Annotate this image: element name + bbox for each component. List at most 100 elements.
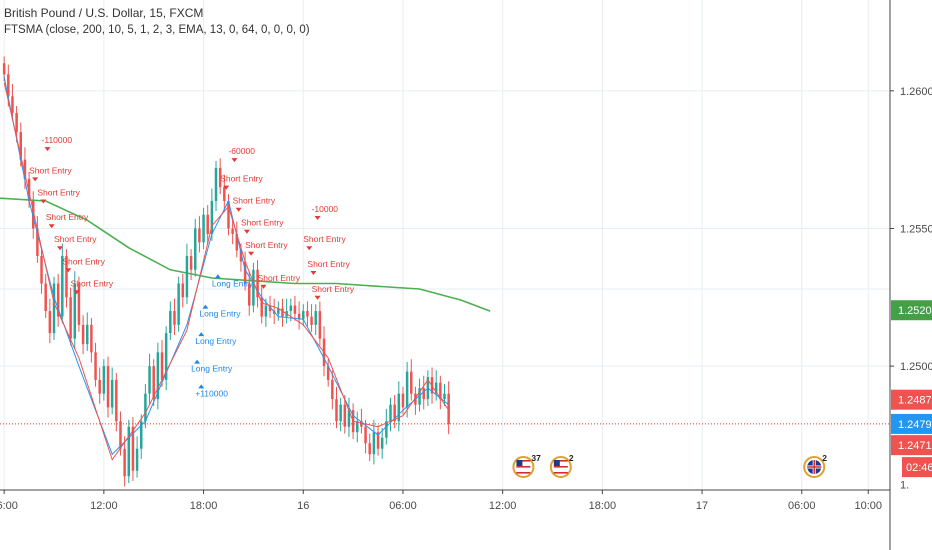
candle: [277, 301, 280, 321]
us-flag-icon[interactable]: 2: [549, 453, 574, 478]
sell-arrow-icon: [48, 224, 55, 229]
time-tick-label: 17: [696, 500, 708, 512]
price-tick-label: 1.26000: [900, 86, 932, 98]
candle: [110, 367, 114, 415]
sell-trade-label: Short Entry: [258, 273, 301, 283]
candle: [223, 174, 226, 212]
candle-body: [73, 283, 77, 339]
candle: [102, 359, 106, 401]
candle-body: [326, 366, 330, 380]
candle: [335, 386, 338, 429]
candle: [173, 298, 176, 336]
uk-flag-icon[interactable]: 2: [803, 453, 827, 478]
candle-body: [218, 167, 222, 188]
candle-body: [148, 366, 151, 394]
candle-body: [44, 283, 47, 312]
candle: [85, 312, 89, 351]
candle-body: [189, 256, 193, 270]
buy-arrow-icon: [194, 359, 201, 364]
candle-body: [152, 366, 155, 400]
candle: [164, 326, 168, 391]
candle-body: [293, 305, 297, 314]
candle-body: [231, 228, 234, 234]
candle: [414, 386, 417, 415]
buy-arrow-icon: [198, 332, 205, 337]
flag-stripe: [516, 472, 531, 474]
us-flag-icon[interactable]: 37: [512, 453, 541, 478]
candle-body: [376, 432, 380, 449]
candle-body: [210, 200, 214, 234]
ma-fast-path: [3, 77, 450, 456]
candle-body: [401, 393, 405, 408]
price-badge: [891, 435, 932, 456]
candle: [256, 260, 259, 308]
sell-trade-label: Short Entry: [312, 284, 355, 294]
candle-body: [131, 426, 135, 471]
candle-body: [90, 324, 93, 353]
candle: [202, 207, 205, 250]
candle: [285, 298, 288, 324]
candle-body: [243, 261, 247, 284]
event-count: 2: [822, 453, 827, 463]
symbol-title: British Pound / U.S. Dollar, 15, FXCM: [4, 6, 204, 20]
time-tick-label: 12:00: [489, 500, 517, 512]
candle-body: [19, 132, 23, 160]
flag-stripe: [553, 466, 568, 468]
candle-body: [368, 443, 371, 455]
candle-body: [289, 305, 293, 312]
sell-trade-label: -60000: [228, 146, 255, 156]
candle: [210, 188, 214, 241]
price-badge: [891, 389, 932, 410]
ma-fast-line: [3, 77, 450, 461]
candle-body: [447, 393, 450, 424]
candle-body: [135, 448, 139, 471]
candle-body: [11, 96, 14, 113]
candle: [397, 381, 401, 432]
candle: [198, 216, 201, 253]
candle: [44, 273, 47, 318]
candle: [177, 276, 180, 332]
candle: [127, 419, 131, 484]
candle: [48, 298, 52, 344]
candle-body: [206, 214, 209, 234]
candle-body: [173, 311, 176, 325]
candle-body: [81, 324, 85, 345]
buy-arrow-icon: [198, 384, 205, 389]
candle-body: [85, 324, 89, 345]
candle: [235, 221, 239, 258]
candle-body: [364, 426, 367, 444]
time-tick-label: 06:00: [389, 500, 417, 512]
price-tick-label: 1.: [900, 479, 909, 491]
candle-body: [439, 382, 442, 400]
candle-body: [422, 388, 425, 400]
candle-body: [98, 379, 101, 394]
candle: [434, 370, 438, 401]
candle: [214, 161, 218, 212]
candle: [306, 301, 309, 327]
candle: [135, 436, 139, 478]
candle: [98, 367, 101, 404]
flag-stripe: [516, 466, 531, 468]
candle: [94, 342, 97, 387]
countdown-badge: [902, 457, 932, 478]
price-tick-label: 1.25000: [900, 361, 932, 373]
candle-body: [177, 283, 180, 325]
candle: [310, 304, 313, 332]
candle: [264, 298, 268, 327]
candle: [40, 249, 43, 294]
candle: [36, 216, 39, 263]
candle-body: [306, 311, 309, 317]
candle-body: [7, 74, 10, 97]
candle-body: [268, 305, 272, 312]
indicator-legend[interactable]: FTSMA (close, 200, 10, 5, 1, 2, 3, EMA, …: [4, 24, 310, 36]
flag-canton: [553, 460, 560, 466]
candle: [302, 304, 305, 327]
candle: [447, 381, 450, 435]
candle-body: [48, 311, 52, 334]
event-count: 2: [569, 453, 574, 463]
sell-trade-label: -110000: [42, 135, 73, 145]
candle: [231, 218, 234, 245]
buy-trade-label: Long Entry: [199, 309, 241, 319]
candle-body: [52, 283, 56, 334]
